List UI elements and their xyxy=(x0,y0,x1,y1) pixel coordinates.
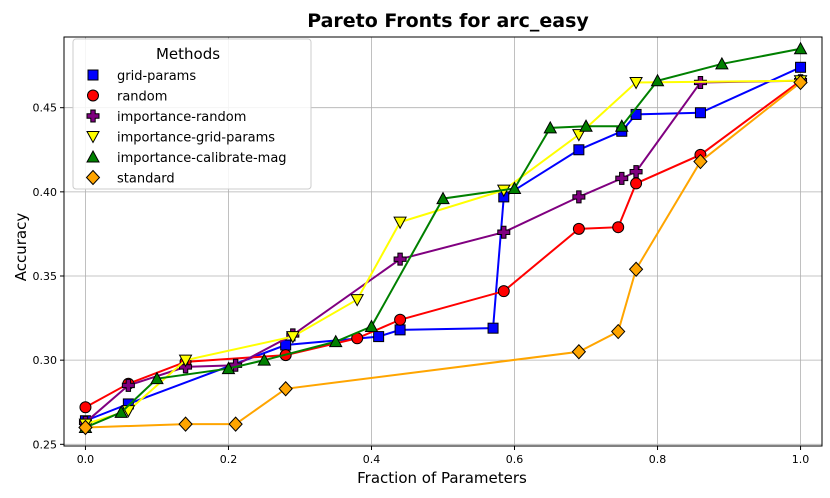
data-point-importance-grid-params xyxy=(178,354,193,368)
data-point-grid-params xyxy=(795,61,807,73)
x-tick-label: 0.4 xyxy=(363,453,381,466)
data-point-importance-grid-params xyxy=(350,294,365,307)
data-point-importance-random xyxy=(615,171,629,185)
data-point-grid-params xyxy=(573,144,585,156)
data-point-importance-grid-params xyxy=(285,331,300,344)
data-point-importance-random xyxy=(121,378,135,392)
series-line-random xyxy=(84,79,802,409)
data-point-importance-random xyxy=(629,165,643,179)
data-point-importance-random xyxy=(393,252,407,266)
data-point-standard xyxy=(78,419,93,436)
y-tick-label: 0.30 xyxy=(33,354,58,367)
data-point-standard xyxy=(693,153,708,170)
y-tick-label: 0.35 xyxy=(33,270,58,283)
data-point-importance-calibrate-mag xyxy=(150,371,164,385)
legend-item-grid-params: grid-params xyxy=(87,69,196,84)
data-point-random xyxy=(630,177,643,190)
data-point-grid-params xyxy=(694,107,706,119)
data-point-importance-calibrate-mag xyxy=(650,73,665,87)
y-tick-label: 0.40 xyxy=(33,186,58,199)
data-point-standard xyxy=(571,344,587,360)
data-point-importance-grid-params xyxy=(393,216,407,230)
data-point-grid-params xyxy=(394,324,406,336)
data-point-random xyxy=(394,313,407,326)
chart-title: Pareto Fronts for arc_easy xyxy=(307,10,589,32)
y-axis-title: Accuracy xyxy=(12,213,30,282)
x-tick-label: 0.6 xyxy=(506,453,524,466)
legend: Methods grid-params random importance-rand… xyxy=(72,38,312,190)
data-point-standard xyxy=(793,74,808,91)
y-tick-label: 0.45 xyxy=(33,102,58,115)
data-point-importance-calibrate-mag xyxy=(543,120,558,134)
data-point-importance-calibrate-mag xyxy=(436,191,450,205)
data-point-importance-calibrate-mag xyxy=(715,56,729,70)
data-point-random xyxy=(497,285,510,298)
data-point-random xyxy=(572,222,585,235)
x-axis-title: Fraction of Parameters xyxy=(357,469,527,487)
legend-item-importance-grid-params: importance-grid-params xyxy=(86,131,275,146)
legend-item-standard: standard xyxy=(85,169,175,187)
legend-marker-random xyxy=(87,89,99,102)
data-point-importance-grid-params xyxy=(572,129,586,142)
legend-title: Methods xyxy=(156,45,220,63)
data-point-importance-calibrate-mag xyxy=(793,41,808,55)
data-point-standard xyxy=(628,261,644,278)
data-point-standard xyxy=(178,416,193,432)
legend-item-importance-random: importance-random xyxy=(86,109,246,125)
data-point-importance-grid-params xyxy=(629,76,643,90)
data-point-importance-random xyxy=(572,190,586,204)
data-point-importance-calibrate-mag xyxy=(328,334,343,348)
data-point-importance-calibrate-mag xyxy=(507,181,522,194)
series-importance-calibrate-mag xyxy=(78,41,808,433)
legend-marker-importance-grid-params xyxy=(86,131,100,144)
legend-items: grid-params random importance-random import… xyxy=(85,69,287,187)
legend-item-random: random xyxy=(87,89,167,105)
legend-marker-standard xyxy=(85,169,101,186)
legend-marker-importance-calibrate-mag xyxy=(86,149,100,163)
plot-frame xyxy=(63,36,823,447)
series-line-importance-grid-params xyxy=(85,79,801,426)
y-tick-label: 0.25 xyxy=(33,438,58,451)
tick-layer: 0.0 0.2 0.4 0.6 0.8 1.0 0.25 0.30 0.35 0.40 0.45 xyxy=(33,102,810,466)
x-tick-label: 0.8 xyxy=(649,453,667,466)
legend-box xyxy=(72,38,312,190)
x-tick-label: 0.0 xyxy=(77,453,95,466)
data-point-grid-params xyxy=(373,331,385,343)
legend-label-standard: standard xyxy=(117,172,175,187)
data-point-standard xyxy=(611,323,626,340)
data-point-standard xyxy=(278,381,293,397)
data-point-importance-calibrate-mag xyxy=(579,119,593,132)
x-tick-label: 0.2 xyxy=(220,453,238,466)
legend-label-importance-grid-params: importance-grid-params xyxy=(117,131,275,146)
x-tick-label: 1.0 xyxy=(792,453,810,466)
data-point-grid-params xyxy=(487,322,499,334)
data-point-importance-calibrate-mag xyxy=(364,319,379,332)
data-point-importance-random xyxy=(229,358,243,372)
series-line-grid-params xyxy=(85,66,801,422)
legend-label-importance-random: importance-random xyxy=(117,110,246,125)
legend-label-grid-params: grid-params xyxy=(117,69,196,84)
series-line-importance-random xyxy=(84,79,801,424)
series-standard xyxy=(78,74,808,436)
data-point-random xyxy=(612,221,625,234)
data-point-importance-calibrate-mag xyxy=(614,119,629,132)
legend-marker-importance-random xyxy=(86,109,100,123)
data-point-importance-random xyxy=(497,225,511,239)
data-point-standard xyxy=(228,416,243,432)
data-point-importance-calibrate-mag xyxy=(257,353,272,366)
legend-item-importance-calibrate-mag: importance-calibrate-mag xyxy=(86,149,287,166)
legend-marker-grid-params xyxy=(87,69,99,81)
data-point-importance-calibrate-mag xyxy=(114,405,129,418)
series-layer xyxy=(78,41,808,436)
legend-label-importance-calibrate-mag: importance-calibrate-mag xyxy=(117,151,287,166)
series-importance-grid-params xyxy=(78,75,808,432)
legend-label-random: random xyxy=(117,90,167,105)
data-point-random xyxy=(79,401,92,414)
data-point-importance-calibrate-mag xyxy=(221,361,236,375)
